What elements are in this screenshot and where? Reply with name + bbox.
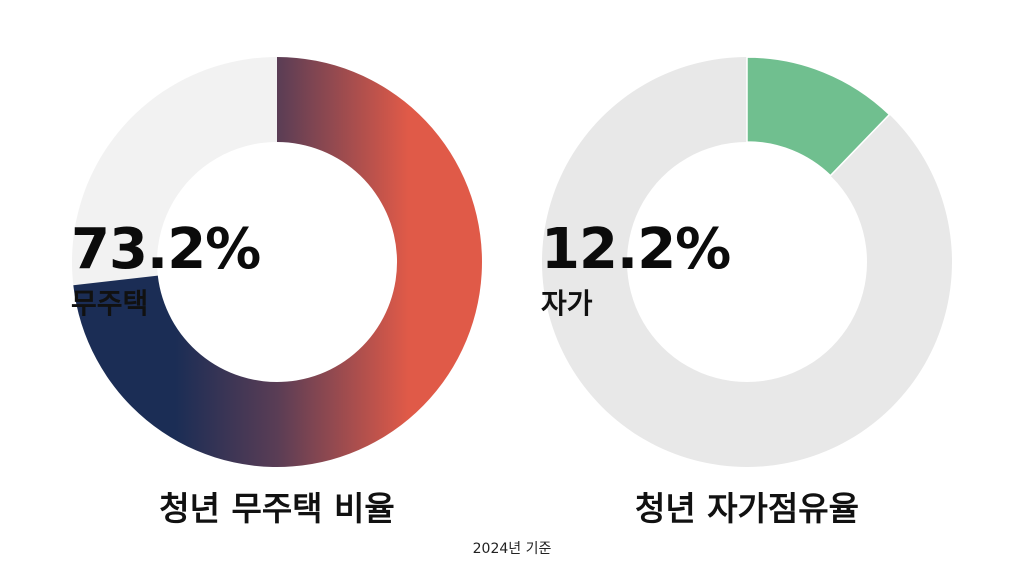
chart-title-right: 청년 자가점유율 [634, 489, 859, 528]
donut-track [541, 57, 952, 467]
donut-value-arc [73, 57, 482, 468]
donut-chart-ownership: 12.2% 자가 [541, 52, 953, 472]
chart-title-left: 청년 무주택 비율 [159, 489, 395, 528]
donut-value-arc [746, 56, 891, 177]
center-label: 자가 [541, 287, 593, 320]
donut-graphic [541, 56, 952, 467]
center-label: 무주택 [71, 287, 149, 320]
donut-graphic [71, 57, 482, 468]
percent-value: 73.2% [71, 217, 261, 282]
percent-value: 12.2% [541, 217, 731, 282]
footnote: 2024년 기준 [472, 541, 552, 557]
donut-chart-homeless: 73.2% 무주택 [71, 52, 483, 472]
